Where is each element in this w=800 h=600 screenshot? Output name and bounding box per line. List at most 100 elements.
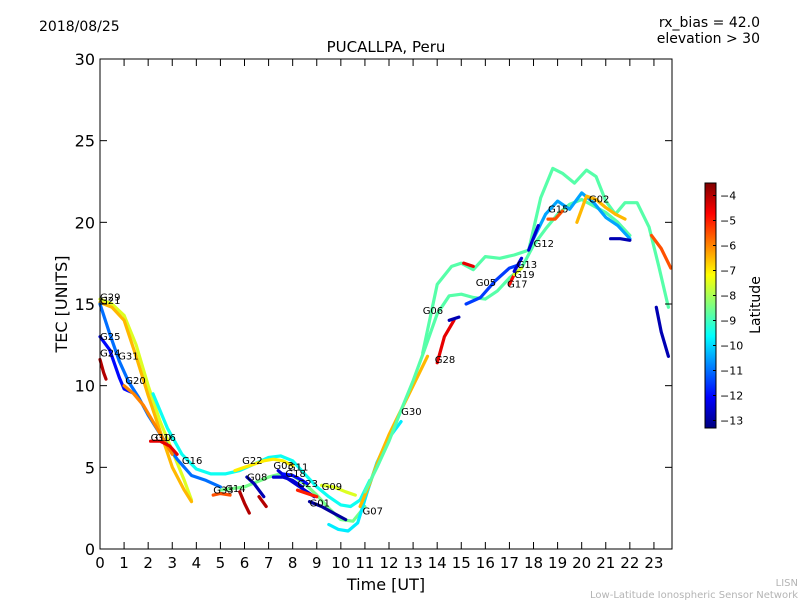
colorbar-tick-label: −9 [720, 315, 736, 328]
x-tick-label: 22 [620, 554, 639, 572]
x-tick-label: 12 [379, 554, 398, 572]
colorbar-tick-label: −6 [720, 240, 736, 253]
series-line-g13-25 [512, 256, 524, 273]
y-tick-label: 5 [85, 458, 95, 477]
y-tick-label: 15 [75, 295, 95, 314]
x-tick-label: 10 [331, 554, 350, 572]
series-line-g33-8 [211, 491, 232, 497]
series-line-g25b-30 [654, 305, 671, 358]
series-label-g01-18: G01 [310, 499, 330, 510]
x-tick-label: 7 [264, 554, 274, 572]
colorbar-tick-label: −8 [720, 290, 736, 303]
x-tick-label: 23 [644, 554, 663, 572]
x-tick-label: 17 [500, 554, 519, 572]
series-label-g08-10: G08 [247, 472, 267, 483]
series-label-g19-25: G19 [514, 270, 534, 281]
y-tick-label: 20 [75, 213, 95, 232]
series-label-g03-13: G03 [273, 461, 293, 472]
series-line-g22b-29 [649, 233, 673, 270]
series-label-g15-28: G15 [548, 205, 568, 216]
y-tick-label: 30 [75, 50, 95, 69]
series-line-g09-17 [320, 483, 357, 497]
colorbar-tick-label: −13 [720, 415, 743, 428]
x-tick-label: 0 [95, 554, 105, 572]
chart-title: PUCALLPA, Peru [327, 38, 446, 56]
y-tick-label: 25 [75, 132, 95, 151]
elevation-label: elevation > 30 [657, 31, 760, 47]
series-label-g33-11: G33 [213, 486, 233, 497]
series-label-g31-4: G31 [118, 352, 138, 363]
colorbar-tick-label: −11 [720, 365, 743, 378]
series-line-g10b-32 [527, 224, 540, 252]
series-line-g20-5 [122, 384, 174, 456]
x-tick-label: 9 [312, 554, 322, 572]
series-label-g23-16: G23 [298, 479, 318, 490]
x-tick-label: 15 [452, 554, 471, 572]
series-label-g16-8: G16 [182, 456, 202, 467]
series-line-g05-22 [464, 263, 521, 306]
series-line-g10-6 [149, 439, 179, 456]
colorbar [704, 182, 717, 429]
x-tick-label: 11 [355, 554, 374, 572]
series-line-g21-1 [98, 300, 194, 504]
x-tick-label: 16 [476, 554, 495, 572]
x-tick-label: 6 [240, 554, 250, 572]
series-line-g01-16 [307, 500, 348, 522]
series-line-g02-28 [575, 194, 627, 224]
colorbar-label: Latitude [748, 276, 764, 334]
x-tick-label: 8 [288, 554, 298, 572]
series-line-g24-3 [98, 357, 108, 381]
series-line-g23-15 [295, 488, 319, 499]
series-line-g15-27 [531, 191, 632, 241]
x-tick-label: 1 [119, 554, 129, 572]
x-tick-label: 18 [524, 554, 543, 572]
series-label-g28-22: G28 [435, 355, 455, 366]
series-label-g22-9: G22 [242, 456, 262, 467]
series-line-g06b-34 [447, 315, 461, 322]
series-line-g15b-36 [245, 475, 266, 499]
x-tick-label: 13 [404, 554, 423, 572]
series-line-g03b-37 [257, 495, 268, 509]
footer-lisn: LISN [776, 578, 798, 589]
rx-bias-label: rx_bias = 42.0 [659, 15, 760, 31]
series-label-g06-21: G06 [423, 306, 443, 317]
series-line-g31-4 [98, 335, 133, 394]
series-line-g17-23 [507, 273, 516, 286]
series-layer [98, 166, 673, 533]
series-label-g24-3: G24 [100, 348, 120, 359]
series-line-g18-14 [271, 475, 304, 489]
series-label-g11-14: G11 [288, 463, 308, 474]
x-tick-label: 20 [572, 554, 591, 572]
series-label-g16-7: G16 [155, 433, 175, 444]
x-axis: 0 1 2 3 4 5 6 7 8 9 10 11 12 13 14 15 16 17 18 19 20 21 22 23 [95, 59, 663, 572]
series-label-g30-20: G30 [401, 407, 421, 418]
series-label-g12-27: G12 [534, 239, 554, 250]
colorbar-tick-label: −7 [720, 265, 736, 278]
series-label-g20-5: G20 [125, 376, 145, 387]
series-line-g28-21 [435, 318, 456, 365]
series-line-g11-13 [281, 472, 309, 486]
series-label-g07-19: G07 [363, 507, 383, 518]
series-label-g05-23: G05 [476, 278, 496, 289]
series-label-g02-29: G02 [589, 195, 609, 206]
series-label-g18-15: G18 [285, 469, 305, 480]
series-line-g16b-35 [462, 261, 475, 268]
series-label-g09-17: G09 [322, 482, 342, 493]
x-axis-label: Time [UT] [346, 575, 425, 594]
x-tick-label: 2 [143, 554, 153, 572]
y-tick-label: 0 [85, 540, 95, 559]
series-label-g13-26: G13 [517, 260, 537, 271]
x-tick-label: 4 [192, 554, 202, 572]
series-label-g17-24: G17 [507, 280, 527, 291]
series-line-g14b-31 [546, 209, 565, 221]
x-tick-label: 21 [596, 554, 615, 572]
y-axis-label: TEC [UNITS] [52, 256, 71, 354]
date-label: 2018/08/25 [39, 19, 120, 35]
series-line-g16-7 [151, 392, 372, 509]
series-line-g12-26 [421, 166, 671, 355]
series-label-g25-2: G25 [100, 332, 120, 343]
plot-frame [99, 58, 673, 550]
x-tick-label: 5 [216, 554, 226, 572]
series-line-g29-0 [98, 297, 194, 502]
